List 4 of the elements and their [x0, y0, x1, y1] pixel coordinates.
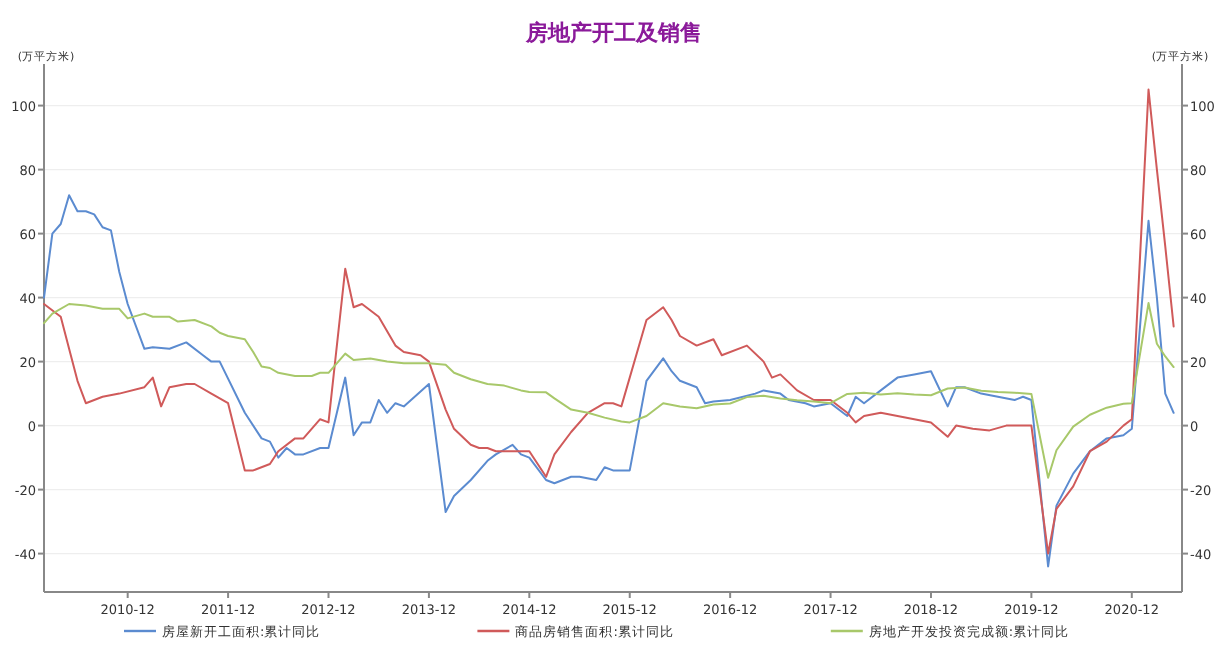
- chart-title: 房地产开工及销售: [524, 20, 702, 46]
- line-series: [43, 194, 1175, 568]
- line-series: [43, 88, 1175, 555]
- line-series: [43, 302, 1175, 479]
